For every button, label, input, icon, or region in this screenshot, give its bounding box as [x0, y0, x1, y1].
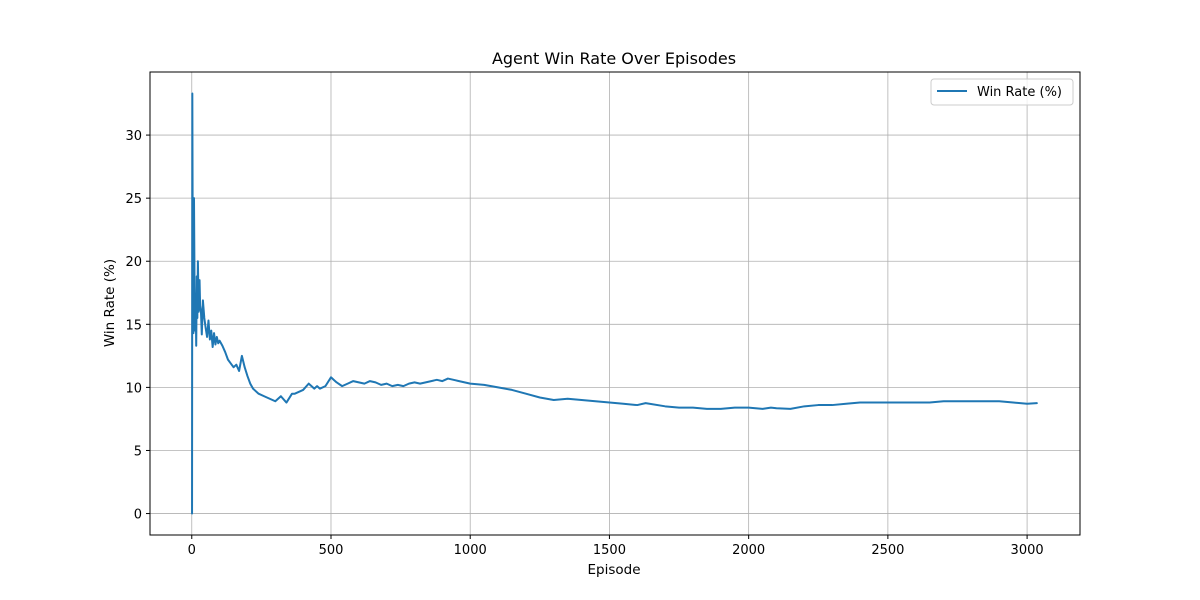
grid	[150, 72, 1080, 535]
chart-title: Agent Win Rate Over Episodes	[492, 49, 736, 68]
y-tick-label: 30	[125, 129, 142, 144]
y-tick-label: 5	[134, 444, 142, 459]
line-layer	[191, 92, 1038, 515]
x-tick-label: 1000	[454, 543, 487, 558]
y-tick-label: 20	[125, 255, 142, 270]
x-tick-label: 2000	[732, 543, 765, 558]
y-axis-label: Win Rate (%)	[102, 259, 118, 347]
legend-box	[930, 78, 1074, 106]
x-axis-label: Episode	[587, 562, 640, 578]
legend-label: Win Rate (%)	[977, 85, 1062, 100]
x-tick-label: 1500	[593, 543, 626, 558]
y-axis-ticks: 0 5 10 15 20 25 30	[125, 129, 150, 523]
x-tick-label: 2500	[871, 543, 904, 558]
y-tick-label: 0	[134, 508, 142, 523]
x-tick-label: 3000	[1011, 543, 1044, 558]
y-tick-label: 15	[125, 318, 142, 333]
x-axis-ticks: 0 500 1000 1500 2000 2500 3000	[188, 535, 1044, 558]
y-tick-label: 25	[125, 192, 142, 207]
series-line-0	[191, 92, 1038, 515]
legend: Win Rate (%)	[930, 78, 1074, 106]
y-tick-label: 10	[125, 381, 142, 396]
x-tick-label: 500	[319, 543, 344, 558]
x-tick-label: 0	[188, 543, 196, 558]
plot-area-frame	[149, 71, 1081, 536]
